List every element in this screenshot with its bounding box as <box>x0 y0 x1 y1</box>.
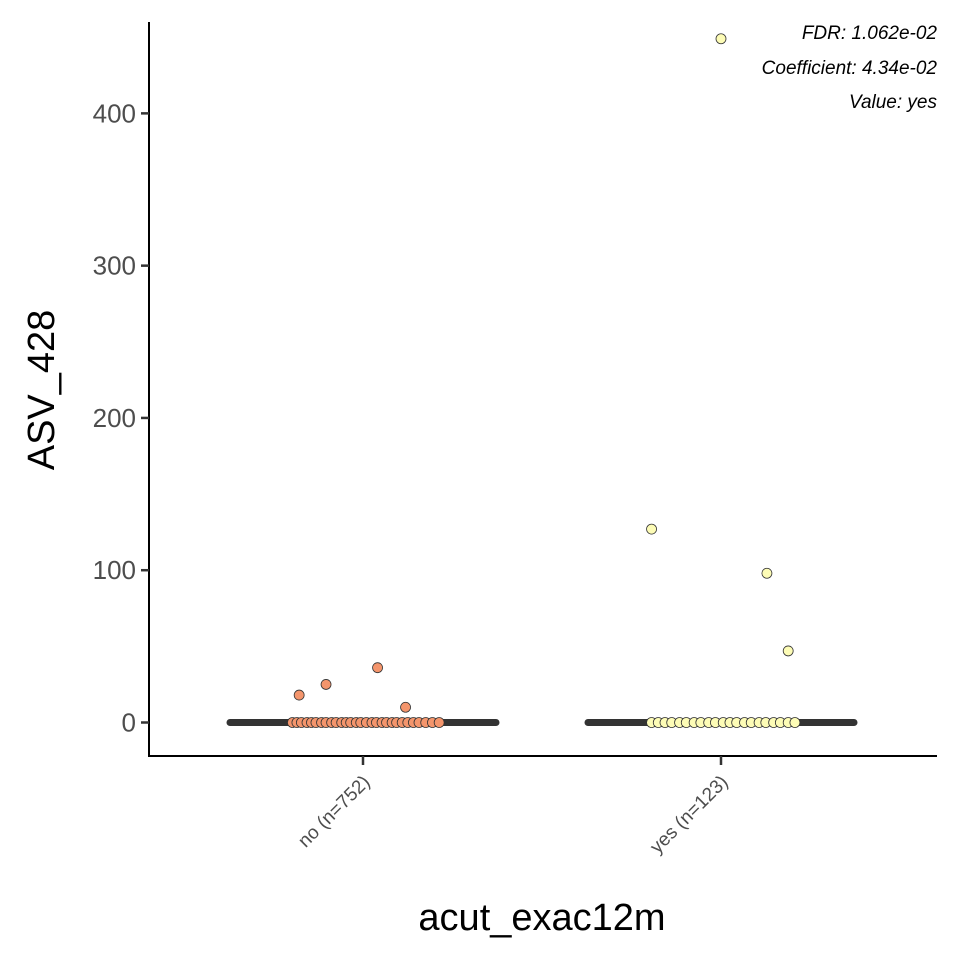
stats-annotation: FDR: 1.062e-02 Coefficient: 4.34e-02 Val… <box>762 23 938 113</box>
annotation-fdr: FDR: 1.062e-02 <box>802 23 938 44</box>
y-tick-label: 100 <box>93 555 136 585</box>
y-axis-title: ASV_428 <box>21 310 63 471</box>
outlier-point <box>646 523 657 535</box>
plot-marks <box>226 33 858 728</box>
y-axis: 0 100 200 300 400 <box>93 98 149 737</box>
group-0 <box>226 662 500 728</box>
outlier-point <box>293 689 305 701</box>
x-tick-label: yes (n=123) <box>646 772 732 858</box>
x-axis-title: acut_exac12m <box>418 897 665 939</box>
outlier-point <box>320 679 332 690</box>
y-tick-label: 200 <box>93 403 136 433</box>
y-tick-label: 0 <box>122 707 136 737</box>
annotation-coefficient: Coefficient: 4.34e-02 <box>762 58 938 79</box>
y-tick-label: 400 <box>93 98 136 128</box>
annotation-value: Value: yes <box>849 92 938 113</box>
outlier-point <box>400 701 411 713</box>
x-tick-label: no (n=752) <box>294 772 374 852</box>
x-axis: no (n=752) yes (n=123) <box>294 756 733 858</box>
outlier-point <box>372 662 383 674</box>
y-tick-label: 300 <box>93 251 136 281</box>
outlier-point <box>761 567 773 579</box>
outlier-point <box>715 33 727 45</box>
data-point <box>433 717 445 728</box>
group-1 <box>584 33 858 728</box>
outlier-point <box>782 645 794 657</box>
data-point <box>789 717 801 728</box>
